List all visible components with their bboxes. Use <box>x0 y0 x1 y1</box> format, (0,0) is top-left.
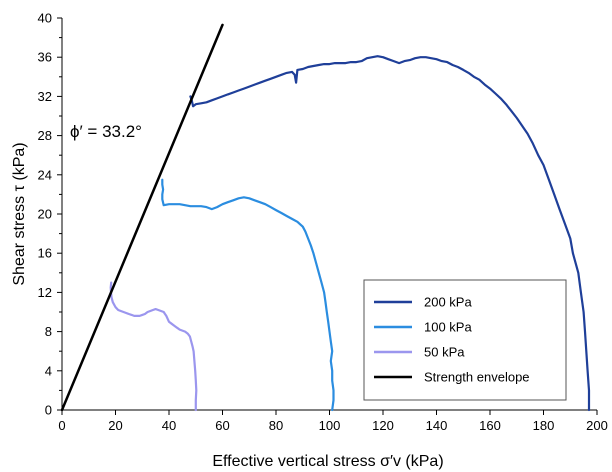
x-tick-label: 60 <box>215 418 229 433</box>
y-tick-label: 8 <box>45 324 52 339</box>
x-tick-label: 80 <box>269 418 283 433</box>
legend-label-50-kpa: 50 kPa <box>424 345 465 360</box>
x-tick-label: 40 <box>162 418 176 433</box>
legend: 200 kPa 100 kPa 50 kPa Strength envelope <box>363 279 567 401</box>
y-axis-title: Shear stress τ (kPa) <box>11 142 28 285</box>
series-line-200-kpa <box>189 55 591 412</box>
series-line-strength-envelope <box>60 23 224 412</box>
y-tick-label: 24 <box>38 167 52 182</box>
y-tick-label: 20 <box>38 207 52 222</box>
x-tick-label: 120 <box>372 418 394 433</box>
y-tick-label: 16 <box>38 246 52 261</box>
y-tick-label: 32 <box>38 89 52 104</box>
legend-label-strength-envelope: Strength envelope <box>424 370 530 385</box>
y-tick-label: 28 <box>38 128 52 143</box>
y-tick-label: 40 <box>38 11 52 26</box>
friction-angle-annotation: ϕ′ = 33.2° <box>70 122 142 141</box>
x-axis-title: Effective vertical stress σ′v (kPa) <box>212 453 443 470</box>
legend-label-200-kpa: 200 kPa <box>424 295 472 310</box>
x-tick-label: 180 <box>533 418 555 433</box>
x-tick-label: 100 <box>319 418 341 433</box>
axes: 0 20 40 60 80 100 120 140 160 180 200 0 4 8 12 16 20 24 28… <box>38 11 608 434</box>
y-tick-label: 12 <box>38 285 52 300</box>
x-tick-label: 140 <box>426 418 448 433</box>
legend-box <box>363 279 567 401</box>
x-tick-label: 200 <box>586 418 608 433</box>
x-tick-label: 160 <box>479 418 501 433</box>
x-tick-label: 0 <box>58 418 65 433</box>
legend-label-100-kpa: 100 kPa <box>424 320 472 335</box>
series-line-50-kpa <box>109 281 198 412</box>
y-tick-label: 36 <box>38 50 52 65</box>
x-tick-label: 20 <box>108 418 122 433</box>
y-tick-label: 4 <box>45 363 52 378</box>
y-tick-label: 0 <box>45 403 52 418</box>
series-line-100-kpa <box>161 178 335 412</box>
series-layer <box>60 23 591 412</box>
